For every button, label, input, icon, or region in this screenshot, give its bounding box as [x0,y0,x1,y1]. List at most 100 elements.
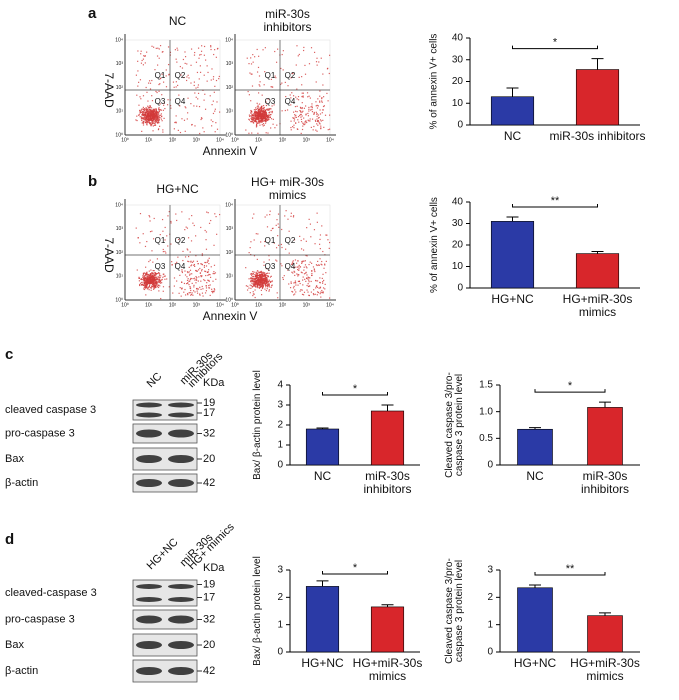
event-dot [205,230,206,231]
event-dot [252,121,253,122]
event-dot [260,108,261,109]
event-dot [323,106,324,107]
event-dot [144,277,145,278]
x-tick-label-box: miR-30s inhibitors [345,470,430,504]
event-dot [151,118,152,119]
event-dot [196,271,197,272]
event-dot [258,109,259,110]
event-dot [266,112,267,113]
event-dot [187,272,188,273]
event-dot [210,49,211,50]
event-dot [197,87,198,88]
event-dot [297,275,298,276]
error-bar [529,585,541,588]
event-dot [248,287,249,288]
event-dot [205,109,206,110]
event-dot [308,295,309,296]
event-dot [257,49,258,50]
blot-band [168,641,194,649]
event-dot [153,276,154,277]
event-dot [297,106,298,107]
event-dot [135,119,136,120]
event-dot [280,68,281,69]
event-dot [145,278,146,279]
event-dot [320,292,321,293]
event-dot [210,277,211,278]
flow-tick-label: 10⁴ [326,137,334,143]
event-dot [190,273,191,274]
event-dot [201,45,202,46]
event-dot [188,256,189,257]
event-dot [145,267,146,268]
flow-tick-label: 10⁰ [115,132,123,138]
event-dot [136,95,137,96]
event-dot [310,262,311,263]
quadrant-label: Q2 [175,236,186,245]
event-dot [198,280,199,281]
event-dot [137,269,138,270]
event-dot [155,286,156,287]
flow-tick-label: 10³ [226,226,234,232]
event-dot [295,111,296,112]
event-dot [136,227,137,228]
event-dot [265,113,266,114]
event-dot [191,240,192,241]
blot-band [168,667,194,675]
event-dot [158,290,159,291]
event-dot [202,253,203,254]
event-dot [295,267,296,268]
y-tick-label: 3 [277,565,283,576]
event-dot [203,279,204,280]
event-dot [323,287,324,288]
event-dot [259,122,260,123]
event-dot [254,111,255,112]
event-dot [210,295,211,296]
event-dot [147,114,148,115]
error-bar [317,581,329,586]
event-dot [255,275,256,276]
event-dot [190,292,191,293]
event-dot [269,284,270,285]
event-dot [260,274,261,275]
event-dot [163,110,164,111]
event-dot [292,126,293,127]
event-dot [261,118,262,119]
event-dot [152,110,153,111]
event-dot [152,130,153,131]
event-dot [143,55,144,56]
event-dot [196,288,197,289]
event-dot [202,286,203,287]
marker-label: 20 [203,639,215,651]
event-dot [247,286,248,287]
event-dot [187,293,188,294]
event-dot [311,292,312,293]
event-dot [195,270,196,271]
event-dot [269,286,270,287]
event-dot [170,108,171,109]
event-dot [252,271,253,272]
event-dot [151,110,152,111]
event-dot [210,220,211,221]
event-dot [285,82,286,83]
event-dot [258,272,259,273]
event-dot [262,282,263,283]
event-dot [190,103,191,104]
event-dot [281,265,282,266]
event-dot [260,281,261,282]
event-dot [191,215,192,216]
event-dot [146,123,147,124]
event-dot [158,114,159,115]
event-dot [187,112,188,113]
event-dot [215,279,216,280]
event-dot [304,121,305,122]
event-dot [317,105,318,106]
event-dot [302,115,303,116]
event-dot [267,109,268,110]
row-label: cleaved caspase 3 [5,404,96,416]
event-dot [308,107,309,108]
weight-unit: KDa [203,377,225,389]
panel-letter: a [88,5,97,22]
row-label: pro-caspase 3 [5,427,75,439]
event-dot [140,283,141,284]
event-dot [253,117,254,118]
